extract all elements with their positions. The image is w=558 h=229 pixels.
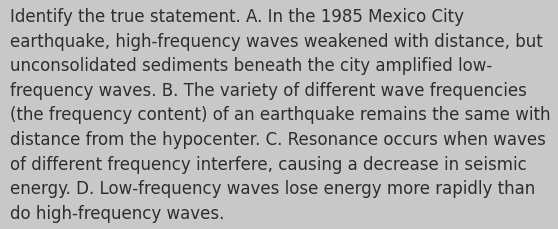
Text: Identify the true statement. A. In the 1985 Mexico City
earthquake, high-frequen: Identify the true statement. A. In the 1… [10,8,551,222]
